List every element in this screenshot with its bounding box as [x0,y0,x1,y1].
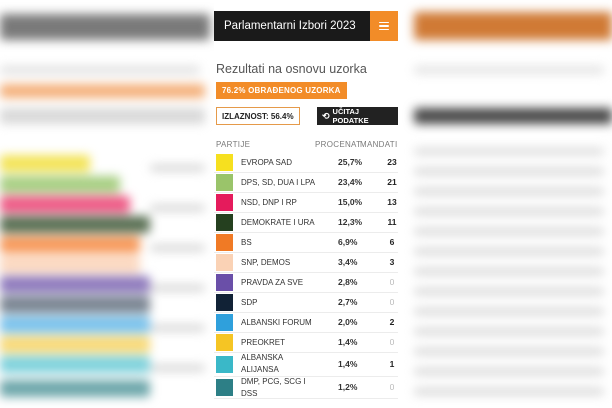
hamburger-menu-icon[interactable] [370,11,398,41]
refresh-icon: ⟲ [322,110,330,121]
party-seats: 23 [387,157,397,167]
party-percent: 1,4% [338,359,358,369]
party-name: PREOKRET [241,338,286,347]
party-color-swatch [216,254,233,271]
table-row: ALBANSKA ALIJANSA 1,4% 1 [214,352,398,377]
party-seats: 3 [389,257,395,267]
table-row: EVROPA SAD 25,7% 23 [214,152,398,173]
party-name: SNP, DEMOS [241,258,291,267]
party-name: NSD, DNP I RP [241,198,297,207]
party-seats: 1 [389,359,395,369]
party-color-swatch [216,356,233,373]
party-color-swatch [216,274,233,291]
party-color-swatch [216,314,233,331]
header-party: PARTIJE [216,140,251,149]
party-seats: 6 [389,237,395,247]
party-name: ALBANSKA ALIJANSA [241,353,283,374]
party-name: BS [241,238,252,247]
party-seats: 11 [387,217,397,227]
table-row: PRAVDA ZA SVE 2,8% 0 [214,272,398,293]
party-name: DEMOKRATE I URA [241,218,315,227]
party-color-swatch [216,294,233,311]
table-row: SDP 2,7% 0 [214,292,398,313]
page-subtitle: Rezultati na osnovu uzorka [216,62,367,76]
app-header: Parlamentarni Izbori 2023 [214,11,398,41]
header-seats: MANDATI [360,140,398,149]
party-color-swatch [216,334,233,351]
results-table-header: PARTIJE PROCENAT MANDATI [214,140,398,152]
app-title: Parlamentarni Izbori 2023 [224,20,356,32]
party-percent: 1,2% [338,382,358,392]
party-percent: 2,7% [338,297,358,307]
party-name: DMP, PCG, SCG I DSS [241,377,306,398]
party-percent: 12,3% [338,217,363,227]
processed-sample-badge: 76.2% OBRAĐENOG UZORKA [216,82,347,99]
table-row: SNP, DEMOS 3,4% 3 [214,252,398,273]
party-seats: 0 [389,277,395,287]
party-percent: 3,4% [338,257,358,267]
party-seats: 2 [389,317,395,327]
table-row: DEMOKRATE I URA 12,3% 11 [214,212,398,233]
party-seats: 0 [389,382,395,392]
party-percent: 6,9% [338,237,358,247]
table-row: DPS, SD, DUA I LPA 23,4% 21 [214,172,398,193]
header-percent: PROCENAT [315,140,362,149]
party-name: PRAVDA ZA SVE [241,278,304,287]
party-color-swatch [216,379,233,396]
party-color-swatch [216,214,233,231]
reload-data-label: UČITAJ PODATKE [332,107,369,125]
results-panel: Parlamentarni Izbori 2023 Rezultati na o… [214,0,398,408]
party-percent: 23,4% [338,177,363,187]
party-color-swatch [216,194,233,211]
party-seats: 21 [387,177,397,187]
party-percent: 2,8% [338,277,358,287]
party-percent: 1,4% [338,337,358,347]
table-row: ALBANSKI FORUM 2,0% 2 [214,312,398,333]
party-percent: 15,0% [338,197,363,207]
party-seats: 0 [389,297,395,307]
party-color-swatch [216,154,233,171]
table-row: NSD, DNP I RP 15,0% 13 [214,192,398,213]
party-seats: 13 [387,197,397,207]
blurred-right-panel [404,0,612,408]
party-percent: 2,0% [338,317,358,327]
party-name: SDP [241,298,258,307]
party-color-swatch [216,234,233,251]
party-seats: 0 [389,337,395,347]
party-color-swatch [216,174,233,191]
reload-data-button[interactable]: ⟲ UČITAJ PODATKE [317,107,398,125]
table-row: DMP, PCG, SCG I DSS 1,2% 0 [214,376,398,399]
turnout-badge: IZLAZNOST: 56.4% [216,107,300,125]
table-row: PREOKRET 1,4% 0 [214,332,398,353]
party-name: DPS, SD, DUA I LPA [241,178,316,187]
table-row: BS 6,9% 6 [214,232,398,253]
blurred-left-panel [0,0,210,408]
party-name: EVROPA SAD [241,158,292,167]
party-percent: 25,7% [338,157,363,167]
party-name: ALBANSKI FORUM [241,318,312,327]
